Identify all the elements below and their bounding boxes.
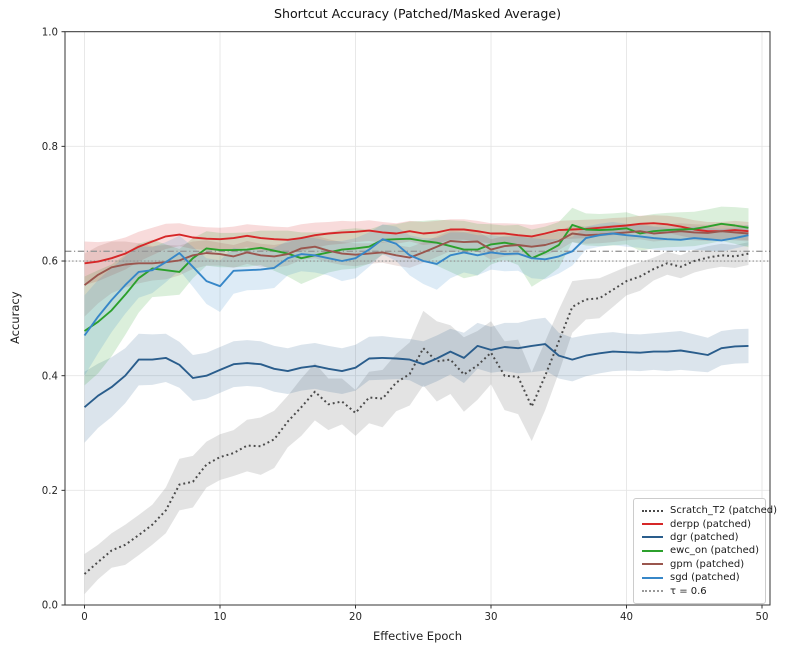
- legend-swatch: [642, 549, 663, 552]
- series-band-Scratch_T2: [84, 242, 749, 595]
- x-tick-label: 30: [485, 612, 498, 623]
- series-band-derpp: [84, 215, 749, 286]
- legend-item-1: derpp (patched): [642, 517, 757, 530]
- legend: Scratch_T2 (patched) derpp (patched) dgr (…: [633, 498, 777, 604]
- series-line-ewc_on: [83, 222, 749, 332]
- legend-item-3: ewc_on (patched): [642, 544, 759, 557]
- y-tick-label: 0.4: [42, 371, 58, 382]
- legend-label: dgr (patched): [670, 531, 739, 543]
- legend-label: sgd (patched): [670, 572, 740, 584]
- series-band-dgr: [84, 317, 749, 443]
- y-tick-label: 0.8: [42, 142, 58, 153]
- legend-label: Scratch_T2 (patched): [670, 505, 778, 517]
- series-line-gpm: [83, 230, 749, 286]
- chart-title: Shortcut Accuracy (Patched/Masked Averag…: [274, 6, 561, 21]
- y-tick-label: 0.6: [42, 257, 58, 268]
- y-tick-label: 0.0: [42, 601, 58, 612]
- series-band-sgd: [84, 222, 749, 376]
- series-line-dgr: [83, 343, 749, 408]
- legend-label: gpm (patched): [670, 558, 745, 570]
- x-tick-label: 10: [214, 612, 227, 623]
- legend-label: derpp (patched): [670, 518, 752, 530]
- legend-item-4: gpm (patched): [642, 558, 757, 571]
- legend-swatch: [642, 509, 663, 512]
- series-band-gpm: [84, 223, 749, 317]
- x-tick-label: 50: [756, 612, 769, 623]
- axes: 0 10 20 30 40 50 0.0 0.2 0.4 0.6 0.8 1.0: [42, 27, 769, 623]
- x-tick-label: 0: [81, 612, 87, 623]
- legend-item-0: Scratch_T2 (patched): [642, 504, 777, 517]
- legend-label: ewc_on (patched): [670, 545, 759, 557]
- legend-swatch: [642, 576, 663, 579]
- legend-swatch: [642, 563, 663, 566]
- legend-item-5: sgd (patched): [642, 571, 757, 584]
- legend-item-2: dgr (patched): [642, 531, 757, 544]
- series-line-sgd: [83, 232, 749, 337]
- legend-swatch: [642, 523, 663, 526]
- y-axis-label: Accuracy: [8, 291, 22, 345]
- plot-spines: [64, 31, 771, 606]
- legend-swatch: [642, 590, 663, 593]
- x-tick-label: 20: [349, 612, 362, 623]
- series-line-derpp: [84, 222, 749, 265]
- legend-item-6: τ = 0.6: [642, 584, 757, 597]
- y-tick-label: 0.2: [42, 486, 58, 497]
- legend-swatch: [642, 536, 663, 539]
- x-axis-label: Effective Epoch: [372, 629, 463, 643]
- x-tick-label: 40: [620, 612, 633, 623]
- plot-area: [65, 206, 770, 595]
- legend-label: τ = 0.6: [670, 585, 707, 597]
- y-tick-label: 1.0: [42, 27, 58, 38]
